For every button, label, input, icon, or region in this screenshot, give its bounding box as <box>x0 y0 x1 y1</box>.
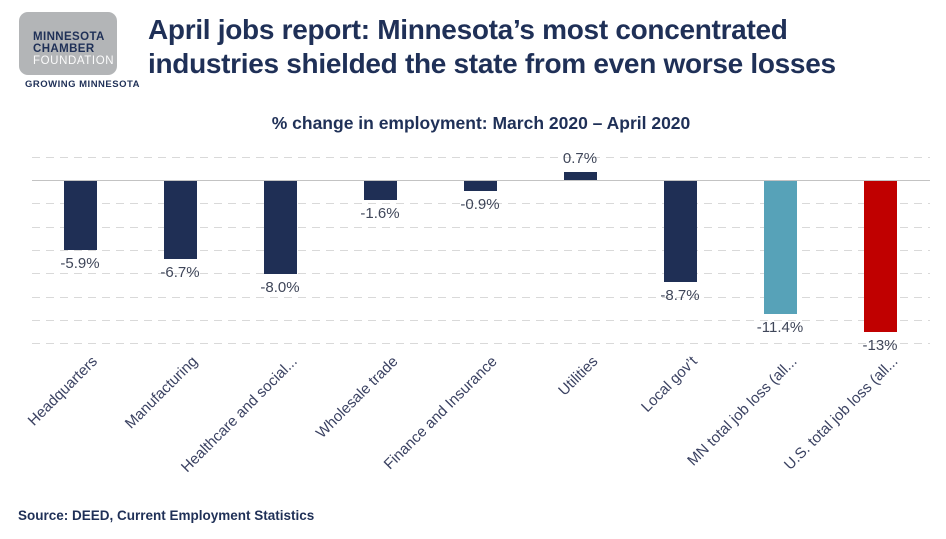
source-note: Source: DEED, Current Employment Statist… <box>18 508 315 523</box>
gridline <box>32 273 930 275</box>
category-label: Manufacturing <box>121 353 202 433</box>
chart-title: % change in employment: March 2020 – Apr… <box>271 113 691 133</box>
bar-value-label: -8.7% <box>660 287 700 305</box>
gridline <box>32 156 930 158</box>
gridline <box>32 343 930 345</box>
category-label: Utilities <box>554 353 602 400</box>
gridline <box>32 296 930 298</box>
zero-axis-line <box>32 180 930 181</box>
chart-bar <box>363 181 397 200</box>
bar-value-label: -8.0% <box>260 279 300 297</box>
chart-bar <box>263 181 297 275</box>
gridline <box>32 203 930 205</box>
category-label: Headquarters <box>24 353 102 430</box>
bar-value-label: -0.9% <box>460 196 500 214</box>
chart-bar <box>63 181 97 250</box>
chart-bar <box>463 181 497 192</box>
chart-bar <box>663 181 697 283</box>
page-title-line1: April jobs report: Minnesota’s most conc… <box>148 14 788 45</box>
gridline <box>32 319 930 321</box>
category-label: U.S. total job loss (all... <box>780 353 902 474</box>
bar-value-label: -6.7% <box>160 264 200 282</box>
chart-bar <box>763 181 797 314</box>
bar-value-label: 0.7% <box>562 149 598 167</box>
chart-bar <box>563 171 597 180</box>
logo-tagline: GROWING MINNESOTA <box>25 79 140 90</box>
gridline <box>32 249 930 251</box>
bar-value-label: -11.4% <box>756 318 804 336</box>
logo-line-chamber: CHAMBER <box>33 43 95 55</box>
category-label: Local gov’t <box>638 353 702 416</box>
bar-value-label: -13% <box>862 337 898 355</box>
logo-line-minnesota: MINNESOTA <box>33 31 105 43</box>
logo-line-foundation: FOUNDATION <box>33 55 115 67</box>
category-label: Finance and Insurance <box>381 353 502 473</box>
category-label: Healthcare and social... <box>178 353 302 476</box>
page-title-line2: industries shielded the state from even … <box>148 48 836 79</box>
category-label: MN total job loss (all... <box>684 353 802 470</box>
minnesota-chamber-logo: MINNESOTA CHAMBER FOUNDATION <box>19 12 117 75</box>
chart-bar <box>863 181 897 333</box>
chart-bar <box>163 181 197 260</box>
bar-value-label: -1.6% <box>360 204 400 222</box>
page-title: April jobs report: Minnesota’s most conc… <box>148 13 836 81</box>
category-label: Wholesale trade <box>312 353 402 442</box>
gridline <box>32 226 930 228</box>
bar-value-label: -5.9% <box>60 254 100 272</box>
